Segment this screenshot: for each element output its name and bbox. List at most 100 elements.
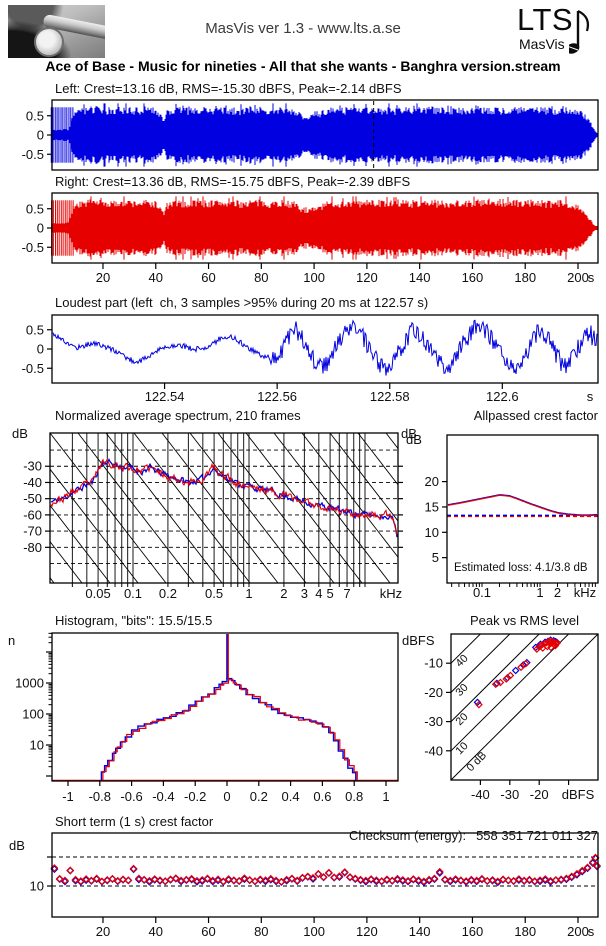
left-channel-stats: Left: Crest=13.16 dB, RMS=-15.30 dBFS, P… — [55, 81, 402, 96]
histogram-title: Histogram, "bits": 15.5/15.5 — [55, 613, 213, 628]
svg-text:-0.2: -0.2 — [184, 789, 206, 804]
svg-text:s: s — [588, 924, 595, 939]
svg-text:-0.5: -0.5 — [22, 361, 44, 376]
svg-text:20: 20 — [425, 474, 439, 489]
svg-text:60: 60 — [201, 270, 215, 285]
svg-text:40: 40 — [149, 270, 163, 285]
svg-text:0.4: 0.4 — [282, 789, 300, 804]
svg-text:1000: 1000 — [15, 676, 44, 691]
svg-text:0.5: 0.5 — [26, 108, 44, 123]
svg-text:s: s — [588, 270, 595, 285]
svg-text:0.2: 0.2 — [250, 789, 268, 804]
spectrum-db-label-right: dB — [401, 426, 417, 441]
svg-text:0.8: 0.8 — [345, 789, 363, 804]
loudest-part-title: Loudest part (left ch, 3 samples >95% du… — [55, 295, 429, 310]
svg-text:1: 1 — [536, 585, 543, 600]
svg-text:-10: -10 — [424, 656, 443, 671]
thumbnail-rod-tip — [34, 27, 65, 58]
svg-text:20: 20 — [454, 711, 471, 728]
svg-text:0 dB: 0 dB — [465, 750, 489, 774]
svg-text:kHz: kHz — [380, 586, 402, 601]
shortterm-plot: 10 — [30, 832, 601, 918]
svg-text:120: 120 — [356, 924, 378, 939]
svg-text:100: 100 — [303, 270, 325, 285]
svg-text:180: 180 — [514, 270, 536, 285]
svg-text:0.5: 0.5 — [26, 322, 44, 337]
music-note-icon — [569, 10, 590, 54]
svg-text:15: 15 — [425, 499, 439, 514]
svg-text:s: s — [587, 389, 594, 404]
svg-text:20: 20 — [96, 270, 110, 285]
svg-text:kHz: kHz — [574, 585, 596, 600]
svg-text:30: 30 — [454, 682, 471, 699]
svg-text:200: 200 — [567, 270, 589, 285]
svg-text:-40: -40 — [23, 475, 42, 490]
svg-text:0: 0 — [37, 128, 44, 143]
svg-text:80: 80 — [254, 924, 268, 939]
svg-text:40: 40 — [149, 924, 163, 939]
svg-text:-30: -30 — [23, 459, 42, 474]
checksum-value: 558 351 721 011 327 — [476, 828, 598, 843]
wave_right-plot: 0.5 0 -0.5 — [22, 192, 599, 264]
svg-text:dBFS: dBFS — [562, 787, 595, 802]
checksum: Checksum (energy): 558 351 721 011 327 — [258, 815, 598, 843]
svg-text:0.5: 0.5 — [205, 586, 223, 601]
svg-text:-20: -20 — [424, 685, 443, 700]
song-title: Ace of Base - Music for nineties - All t… — [45, 58, 561, 74]
allpassed-title: Allpassed crest factor — [473, 408, 598, 423]
loudest-plot: 0.5 0 -0.5 122.54 122.56 122.58 122.6 s — [22, 314, 599, 404]
svg-text:-30: -30 — [500, 787, 519, 802]
svg-text:-0.4: -0.4 — [152, 789, 174, 804]
logo-lts-text: LTS — [517, 2, 574, 37]
histogram-plot: 1000 100 10 -1 -0.8 -0.6 -0.4 -0.2 0 0.2 0.4 0.6 0.8… — [15, 632, 399, 804]
svg-text:0.1: 0.1 — [473, 585, 491, 600]
spectrum-db-label-left: dB — [12, 426, 28, 441]
svg-text:-50: -50 — [23, 491, 42, 506]
svg-text:-30: -30 — [424, 714, 443, 729]
svg-text:0: 0 — [223, 789, 230, 804]
svg-text:-60: -60 — [23, 507, 42, 522]
svg-text:140: 140 — [409, 924, 431, 939]
app-header: MasVis ver 1.3 - www.lts.a.se — [205, 20, 401, 37]
estimated-loss-note: Estimated loss: 4.1/3.8 dB — [454, 562, 588, 574]
svg-text:122.6: 122.6 — [486, 389, 519, 404]
svg-text:-0.5: -0.5 — [22, 240, 44, 255]
peak-rms-plot: 40 30 20 100 dB -10 -20 -30 -40 -40 -30 -20 dBFS — [424, 633, 599, 802]
spectrum-plot: -30-40-50-60 -70-80 0.05 0.1 0.2 0.5 1 2 3 4 5 7 kHz — [23, 432, 403, 601]
masvis-logo: LTS MasVis — [513, 2, 605, 57]
svg-text:140: 140 — [409, 270, 431, 285]
histogram-n-label: n — [8, 633, 16, 648]
svg-text:160: 160 — [462, 924, 484, 939]
svg-text:122.58: 122.58 — [370, 389, 410, 404]
svg-text:0.6: 0.6 — [313, 789, 331, 804]
svg-text:-0.8: -0.8 — [89, 789, 111, 804]
right-channel-stats: Right: Crest=13.36 dB, RMS=-15.75 dBFS, … — [55, 174, 411, 189]
svg-text:10: 10 — [30, 879, 44, 894]
spectrum-title: Normalized average spectrum, 210 frames — [55, 408, 301, 423]
svg-text:122.56: 122.56 — [257, 389, 297, 404]
svg-text:60: 60 — [201, 924, 215, 939]
svg-text:-1: -1 — [62, 789, 74, 804]
svg-text:1: 1 — [245, 586, 252, 601]
svg-text:2: 2 — [554, 585, 561, 600]
svg-text:0.5: 0.5 — [26, 201, 44, 216]
logo-masvis-text: MasVis — [519, 36, 565, 52]
svg-text:10: 10 — [425, 525, 439, 540]
svg-text:100: 100 — [303, 924, 325, 939]
svg-text:10: 10 — [30, 738, 44, 753]
svg-text:4: 4 — [315, 586, 322, 601]
svg-text:5: 5 — [326, 586, 333, 601]
svg-text:180: 180 — [514, 924, 536, 939]
svg-text:-0.6: -0.6 — [120, 789, 142, 804]
svg-text:40: 40 — [454, 653, 471, 670]
svg-text:20: 20 — [96, 924, 110, 939]
checksum-label: Checksum (energy): — [349, 828, 467, 843]
svg-text:1: 1 — [382, 789, 389, 804]
svg-text:80: 80 — [254, 270, 268, 285]
svg-text:-40: -40 — [424, 743, 443, 758]
wave_left-plot: 0.5 0 -0.5 — [22, 99, 599, 171]
album-art-thumbnail — [8, 5, 105, 58]
